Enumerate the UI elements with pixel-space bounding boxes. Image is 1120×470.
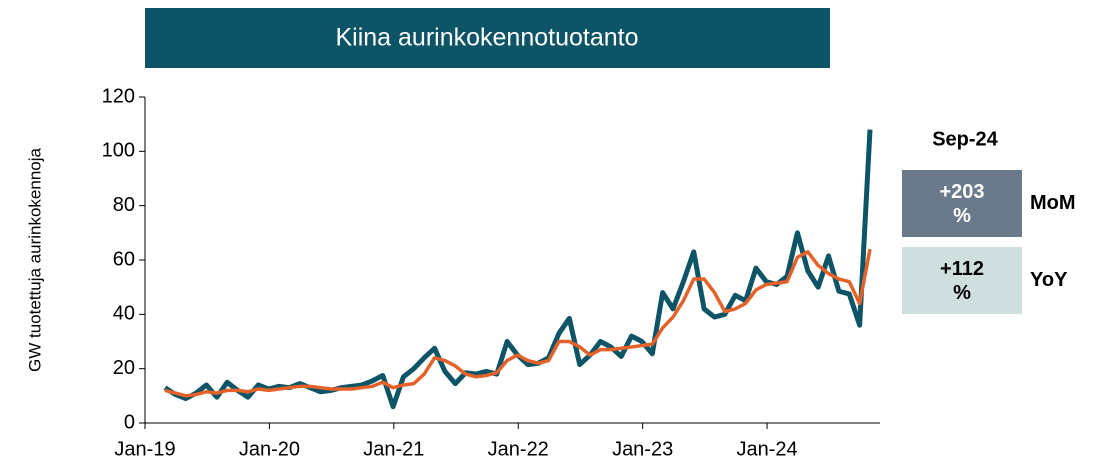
annotation-label: MoM xyxy=(1030,192,1076,214)
annotation-box: +112 % xyxy=(902,247,1022,314)
annotation-value: +203 % xyxy=(939,180,985,227)
annotation-label: YoY xyxy=(1030,269,1068,291)
annotation-value: +112 % xyxy=(940,257,984,304)
chart-title: Kiina aurinkokennotuotanto xyxy=(335,24,638,52)
y-tick-label: 120 xyxy=(102,85,135,107)
x-tick-label: Jan-22 xyxy=(488,438,549,460)
series-line xyxy=(164,248,872,398)
x-tick-label: Jan-21 xyxy=(363,438,424,460)
y-axis-label: GW tuotettuja aurinkokennoja xyxy=(25,147,44,372)
y-tick-label: 100 xyxy=(102,140,135,162)
y-tick-label: 80 xyxy=(113,194,135,216)
annotation-title: Sep-24 xyxy=(932,128,998,150)
annotation-box: +203 % xyxy=(902,170,1022,237)
y-tick-label: 60 xyxy=(113,248,135,270)
x-tick-label: Jan-20 xyxy=(239,438,300,460)
x-tick-label: Jan-23 xyxy=(612,438,673,460)
y-tick-label: 0 xyxy=(124,411,135,433)
y-tick-label: 40 xyxy=(113,303,135,325)
series-line xyxy=(163,129,873,410)
title-box xyxy=(145,8,830,68)
y-tick-label: 20 xyxy=(113,357,135,379)
x-tick-label: Jan-24 xyxy=(736,438,797,460)
x-tick-label: Jan-19 xyxy=(114,438,175,460)
